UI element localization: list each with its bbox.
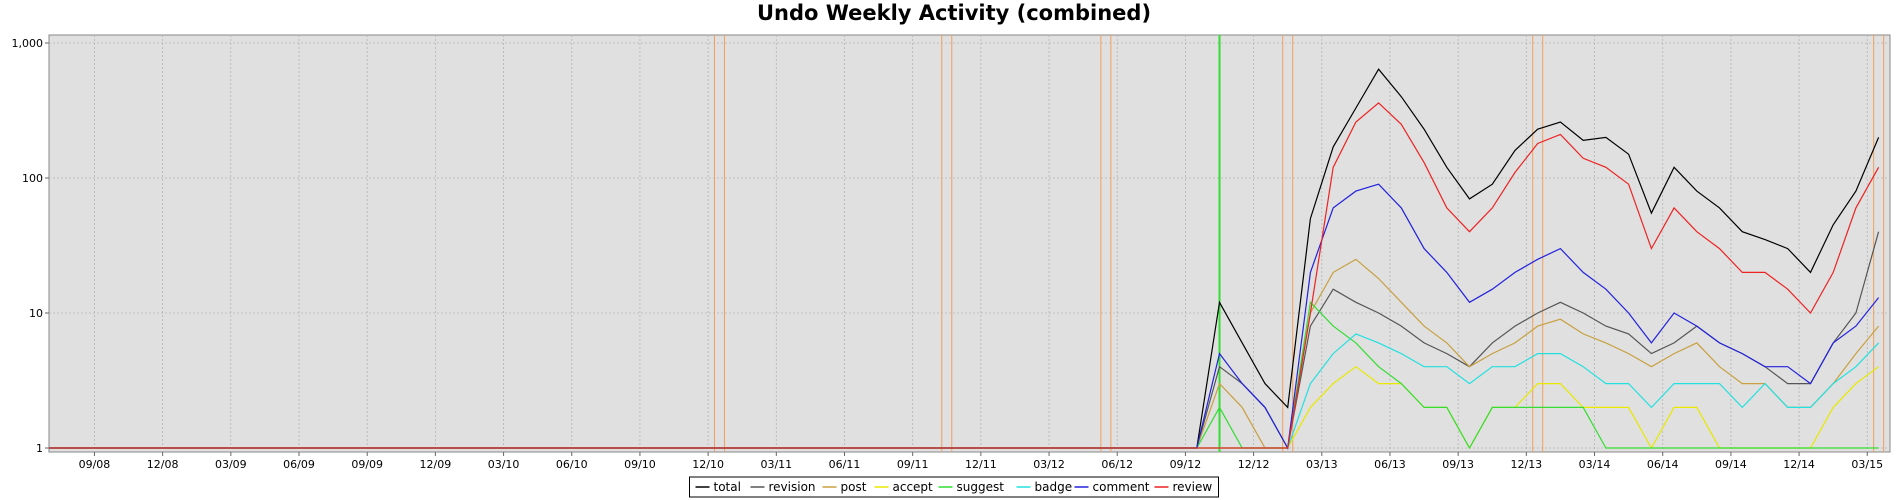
x-tick-label: 12/12	[1238, 458, 1270, 471]
x-tick-label: 03/09	[215, 458, 247, 471]
legend-label-badge: badge	[1035, 480, 1073, 494]
x-tick-label: 06/10	[556, 458, 588, 471]
x-axis: 09/08 12/08 03/09 06/09 09/09 12/09 03/10 06/10…	[79, 452, 1883, 471]
legend-label-review: review	[1173, 480, 1213, 494]
x-tick-label: 09/11	[897, 458, 929, 471]
legend-label-suggest: suggest	[957, 480, 1005, 494]
x-tick-label: 03/15	[1851, 458, 1883, 471]
legend-box	[689, 476, 1219, 498]
series-line-comment	[49, 183, 1880, 450]
legend-label-comment: comment	[1093, 480, 1150, 494]
x-tick-label: 03/14	[1579, 458, 1611, 471]
x-tick-label: 09/14	[1715, 458, 1747, 471]
x-tick-label: 06/14	[1647, 458, 1679, 471]
x-tick-label: 12/09	[420, 458, 452, 471]
x-tick-label: 06/11	[829, 458, 861, 471]
series-lines	[49, 68, 1880, 450]
x-tick-label: 03/11	[760, 458, 792, 471]
y-tick-label: 1,000	[12, 37, 44, 50]
x-tick-label: 03/13	[1306, 458, 1338, 471]
y-tick-label: 100	[22, 172, 43, 185]
x-tick-label: 03/12	[1033, 458, 1065, 471]
chart-title: Undo Weekly Activity (combined)	[757, 1, 1151, 25]
x-tick-label: 06/09	[283, 458, 315, 471]
y-tick-label: 1	[36, 442, 43, 455]
legend-label-accept: accept	[893, 480, 934, 494]
series-line-total	[49, 68, 1880, 449]
x-tick-label: 09/09	[351, 458, 383, 471]
plot-area	[48, 34, 1891, 453]
x-tick-label: 12/11	[965, 458, 997, 471]
x-tick-label: 06/12	[1101, 458, 1133, 471]
x-tick-label: 09/10	[624, 458, 656, 471]
event-markers	[713, 35, 1885, 452]
x-tick-label: 03/10	[488, 458, 520, 471]
y-axis: 1 10 100 1,000	[12, 37, 49, 455]
legend-label-revision: revision	[769, 480, 816, 494]
x-tick-label: 06/13	[1374, 458, 1406, 471]
x-tick-label: 12/10	[692, 458, 724, 471]
x-tick-label: 09/08	[79, 458, 111, 471]
x-tick-label: 09/12	[1170, 458, 1202, 471]
legend: total revision post accept suggest badge comme…	[689, 476, 1219, 498]
x-tick-label: 09/13	[1442, 458, 1474, 471]
y-tick-label: 10	[29, 307, 43, 320]
series-line-badge	[49, 333, 1880, 449]
series-line-review	[49, 102, 1880, 449]
x-tick-label: 12/08	[147, 458, 179, 471]
legend-label-total: total	[714, 480, 741, 494]
x-tick-label: 12/14	[1783, 458, 1815, 471]
x-tick-label: 12/13	[1510, 458, 1542, 471]
legend-label-post: post	[841, 480, 867, 494]
